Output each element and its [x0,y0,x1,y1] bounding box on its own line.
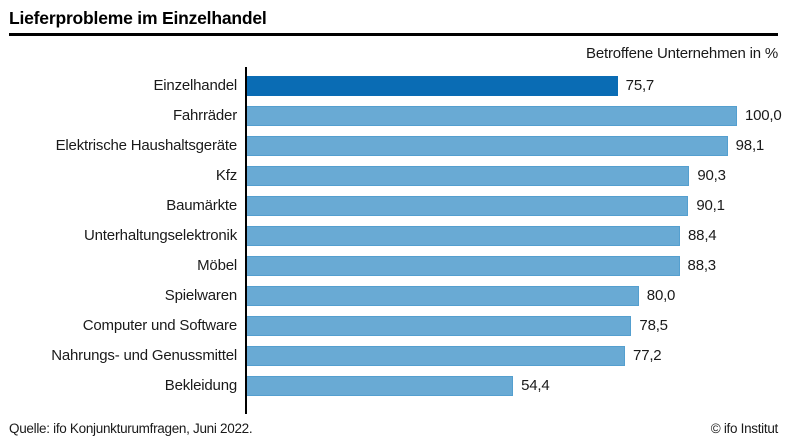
chart-rows: Einzelhandel 75,7 Fahrräder 100,0 Elektrisch… [0,71,787,401]
source-note: Quelle: ifo Konjunkturumfragen, Juni 202… [9,421,253,436]
bar-area: 75,7 [246,71,787,101]
category-label: Einzelhandel [153,77,238,94]
chart-row: Kfz 90,3 [0,161,787,191]
chart-header: Lieferprobleme im Einzelhandel [0,0,787,36]
bar-highlighted [246,75,618,96]
copyright-note: © ifo Institut [710,421,779,436]
bar [246,195,689,216]
value-label: 75,7 [625,77,655,94]
category-label: Elektrische Haushaltsgeräte [55,137,238,154]
chart-row: Nahrungs- und Genussmittel 77,2 [0,341,787,371]
bar [246,165,690,186]
chart-footer: Quelle: ifo Konjunkturumfragen, Juni 202… [9,421,778,436]
value-label: 88,4 [688,227,717,244]
chart-row: Elektrische Haushaltsgeräte 98,1 [0,131,787,161]
chart-title: Lieferprobleme im Einzelhandel [9,8,267,28]
value-label: 88,3 [687,257,717,274]
category-label: Kfz [215,167,237,184]
chart-row: Bekleidung 54,4 [0,371,787,401]
bar-area: 88,4 [246,221,787,251]
bar [246,225,681,246]
category-label: Spielwaren [164,287,237,304]
bar-area: 88,3 [246,251,787,281]
bar [246,345,626,366]
bar [246,315,632,336]
bar-area: 90,1 [246,191,787,221]
value-label: 98,1 [735,137,765,154]
chart-row: Baumärkte 90,1 [0,191,787,221]
category-label: Fahrräder [172,107,237,124]
bar [246,285,639,306]
bar-area: 90,3 [246,161,787,191]
chart-row: Computer und Software 78,5 [0,311,787,341]
value-label: 90,1 [696,197,725,214]
category-label: Computer und Software [82,317,237,334]
bar-area: 54,4 [246,371,787,401]
chart-row: Spielwaren 80,0 [0,281,787,311]
value-label: 77,2 [633,347,662,364]
y-axis-line [245,66,247,414]
bar [246,105,737,126]
bar [246,135,728,156]
title-divider [9,33,778,36]
bar-chart: Einzelhandel 75,7 Fahrräder 100,0 Elektrisch… [0,66,787,414]
category-label: Baumärkte [166,197,237,214]
chart-row: Unterhaltungselektronik 88,4 [0,221,787,251]
category-label: Nahrungs- und Genussmittel [51,347,237,364]
bar [246,375,514,396]
value-label: 90,3 [697,167,726,184]
bar-area: 77,2 [246,341,787,371]
chart-row: Fahrräder 100,0 [0,101,787,131]
bar-area: 100,0 [246,101,787,131]
chart-row: Einzelhandel 75,7 [0,71,787,101]
bar-area: 98,1 [246,131,787,161]
category-label: Bekleidung [164,377,237,394]
category-label: Unterhaltungselektronik [84,227,237,244]
bar-area: 80,0 [246,281,787,311]
bar-area: 78,5 [246,311,787,341]
chart-row: Möbel 88,3 [0,251,787,281]
axis-units-label: Betroffene Unternehmen in % [586,44,778,62]
category-label: Möbel [197,257,237,274]
value-label: 80,0 [646,287,676,304]
value-label: 100,0 [745,107,782,124]
value-label: 54,4 [521,377,550,394]
value-label: 78,5 [639,317,668,334]
bar [246,255,680,276]
